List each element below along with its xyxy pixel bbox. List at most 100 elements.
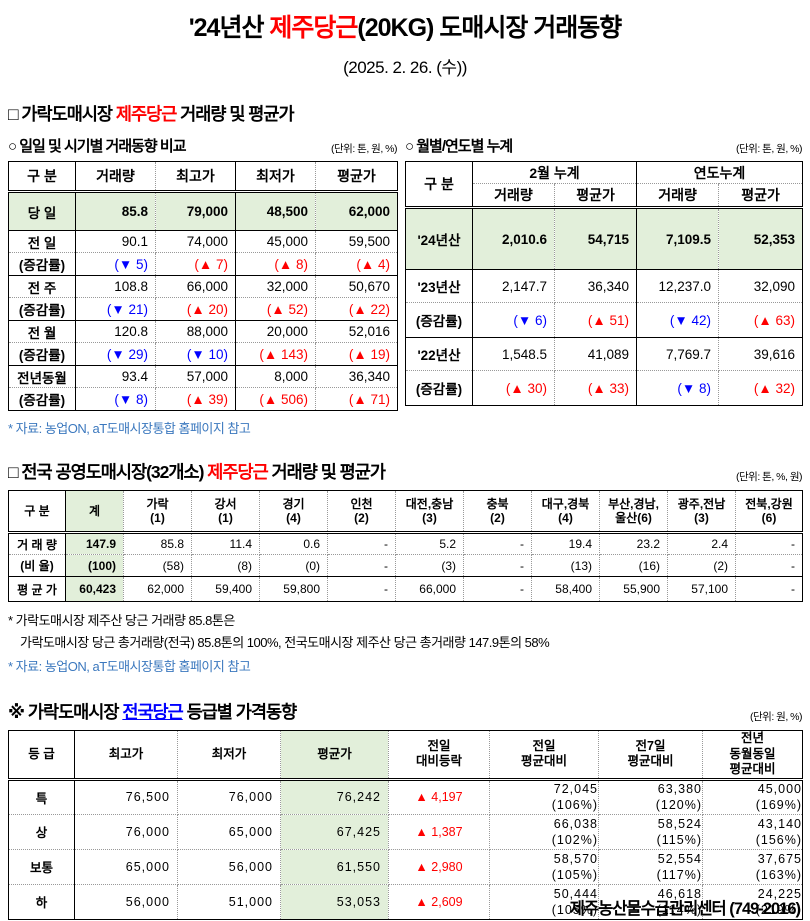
prev-avg-compare: 72,045 (106%)	[489, 778, 599, 815]
section3-unit-label: (단위: 원, %)	[750, 711, 802, 723]
region-value: 62,000	[123, 576, 192, 602]
period-delta: (▲ 20)	[155, 297, 236, 321]
today-value: 62,000	[315, 191, 398, 231]
region-value: -	[327, 532, 396, 555]
section1-tables: ○ 일일 및 시기별 거래동향 비교 (단위: 톤, 원, %) 구 분 거래량 최…	[8, 135, 804, 411]
period-delta: (▲ 22)	[315, 297, 398, 321]
period-delta: (▼ 21)	[75, 297, 156, 321]
national-data-row: 평 균 가 60,423 62,000 59,400 59,800-66,000-58,…	[8, 576, 803, 602]
region-value: -	[735, 576, 803, 602]
region-value: 85.8	[123, 532, 192, 555]
period-delta-row: (증감률) (▼ 21) (▲ 20) (▲ 52) (▲ 22)	[8, 297, 398, 321]
period-value: 36,340	[315, 365, 398, 388]
year-delta: (▲ 30)	[472, 370, 555, 406]
region-header: 부산,경남, 울산(6)	[599, 490, 668, 534]
year-delta: (▲ 51)	[553, 302, 638, 338]
column-header: 구 분	[8, 161, 76, 193]
prev-avg-compare: 50,444 (105%)	[489, 883, 599, 920]
region-value: (13)	[531, 554, 600, 577]
low-price: 56,000	[177, 848, 281, 885]
total-value: (100)	[65, 554, 124, 577]
year-value-row: '23년산 2,147.7 36,340 12,237.0 32,090	[405, 269, 804, 303]
column-header: 평균가	[280, 730, 389, 781]
period-value: 20,000	[235, 320, 316, 343]
year-delta: (▲ 32)	[718, 370, 804, 406]
period-value: 57,000	[155, 365, 236, 388]
section1-heading-highlight: 제주당근	[115, 104, 177, 124]
section2-heading-pre: □ 전국 공영도매시장(32개소)	[8, 462, 208, 482]
region-value: -	[463, 532, 532, 555]
period-delta: (▼ 5)	[75, 252, 156, 276]
period-value: 93.4	[75, 365, 156, 388]
daily-trend-table: 구 분 거래량 최고가 최저가 평균가 당 일 85.8 79,000 48,500 62,000…	[8, 161, 398, 411]
grade-label: 상	[8, 813, 75, 850]
grade-data-row: 특 76,500 76,000 76,242 ▲ 4,197 72,045 (106%) 63…	[8, 778, 803, 815]
region-value: (8)	[191, 554, 260, 577]
section1-heading-post: 거래량 및 평균가	[176, 104, 294, 124]
region-header: 강서 (1)	[191, 490, 260, 534]
period-value: 52,016	[315, 320, 398, 343]
row-sublabel: (증감률)	[405, 302, 473, 338]
row-label: 전 월	[8, 320, 76, 343]
period-value: 66,000	[155, 275, 236, 298]
period-value: 90.1	[75, 230, 156, 253]
org-footer: 제주농산물수급관리센터 (749-2016)	[569, 900, 801, 918]
region-value: -	[463, 554, 532, 577]
section2-heading-row: □ 전국 공영도매시장(32개소) 제주당근 거래량 및 평균가 (단위: 톤,…	[8, 459, 802, 484]
daily-table-body: 당 일 85.8 79,000 48,500 62,000 전 일 90.1 74,000 45…	[8, 191, 398, 411]
day-change: ▲ 1,387	[388, 813, 490, 850]
period-value: 108.8	[75, 275, 156, 298]
row-label: 전 일	[8, 230, 76, 253]
avg-price: 53,053	[280, 883, 389, 920]
section2-source-note: * 자료: 농업ON, aT도매시장통합 홈페이지 참고	[8, 659, 251, 674]
title-suffix: (20KG) 도매시장 거래동향	[357, 14, 622, 42]
today-value: 79,000	[155, 191, 236, 231]
region-value: (16)	[599, 554, 668, 577]
region-value: 19.4	[531, 532, 600, 555]
grade-data-row: 보통 65,000 56,000 61,550 ▲ 2,980 58,570 (105%) 5…	[8, 848, 803, 885]
region-value: (0)	[259, 554, 328, 577]
grade-header-row: 등 급 최고가 최저가 평균가 전일 대비등락 전일 평균대비 전7일 평균대비 전년 동월동일 평균대…	[8, 730, 803, 781]
sub-column-header: 평균가	[718, 183, 804, 209]
day-change: ▲ 4,197	[388, 778, 490, 815]
column-header: 전7일 평균대비	[598, 730, 703, 781]
region-header: 충북 (2)	[463, 490, 532, 534]
title-prefix: '24년산	[188, 14, 270, 42]
year-value: 32,090	[718, 269, 804, 303]
year-value-row: '22년산 1,548.5 41,089 7,769.7 39,616	[405, 337, 804, 371]
period-value-row: 전 주 108.8 66,000 32,000 50,670	[8, 275, 398, 298]
year-delta: (▼ 8)	[636, 370, 720, 406]
national-data-row: (비 율) (100) (58) (8) (0) - (3) - (13) (16) (2) -	[8, 554, 803, 577]
region-value: 0.6	[259, 532, 328, 555]
region-value: 58,400	[531, 576, 600, 602]
week7-avg-compare: 46,618 (114%)	[598, 883, 703, 920]
year-delta: (▼ 42)	[636, 302, 720, 338]
period-value-row: 전년동월 93.4 57,000 8,000 36,340	[8, 365, 398, 388]
daily-header-row: 구 분 거래량 최고가 최저가 평균가	[8, 161, 398, 193]
year-ago-compare: 37,675 (163%)	[702, 848, 803, 885]
sub-column-header: 평균가	[553, 183, 638, 209]
group-header-row: 구 분 2월 누계 연도누계	[405, 161, 804, 209]
national-header-row: 구 분 계 가락 (1) 강서 (1) 경기 (4) 인천 (2) 대전,충남 (3) 충북 (2) 대구,…	[8, 490, 803, 534]
period-value: 120.8	[75, 320, 156, 343]
period-delta: (▲ 506)	[235, 387, 316, 411]
grade-label: 보통	[8, 848, 75, 885]
row-label: 평 균 가	[8, 576, 66, 602]
period-value: 59,500	[315, 230, 398, 253]
national-table-head: 구 분 계 가락 (1) 강서 (1) 경기 (4) 인천 (2) 대전,충남 (3) 충북 (2) 대구,…	[8, 490, 803, 534]
avg-price: 76,242	[280, 778, 389, 815]
cumulative-subtitle: ○ 월별/연도별 누계	[405, 138, 513, 155]
region-header: 대구,경북 (4)	[531, 490, 600, 534]
period-delta: (▲ 39)	[155, 387, 236, 411]
grade-table-head: 등 급 최고가 최저가 평균가 전일 대비등락 전일 평균대비 전7일 평균대비 전년 동월동일 평균대…	[8, 730, 803, 781]
column-header: 거래량	[75, 161, 156, 193]
daily-caption-row: ○ 일일 및 시기별 거래동향 비교 (단위: 톤, 원, %)	[8, 135, 397, 156]
high-price: 76,500	[74, 778, 178, 815]
prev-avg-compare: 66,038 (102%)	[489, 813, 599, 850]
period-value: 8,000	[235, 365, 316, 388]
column-header: 전년 동월동일 평균대비	[702, 730, 803, 781]
corner-header: 구 분	[405, 161, 473, 209]
region-header: 인천 (2)	[327, 490, 396, 534]
region-value: 23.2	[599, 532, 668, 555]
row-sublabel: (증감률)	[8, 387, 76, 411]
